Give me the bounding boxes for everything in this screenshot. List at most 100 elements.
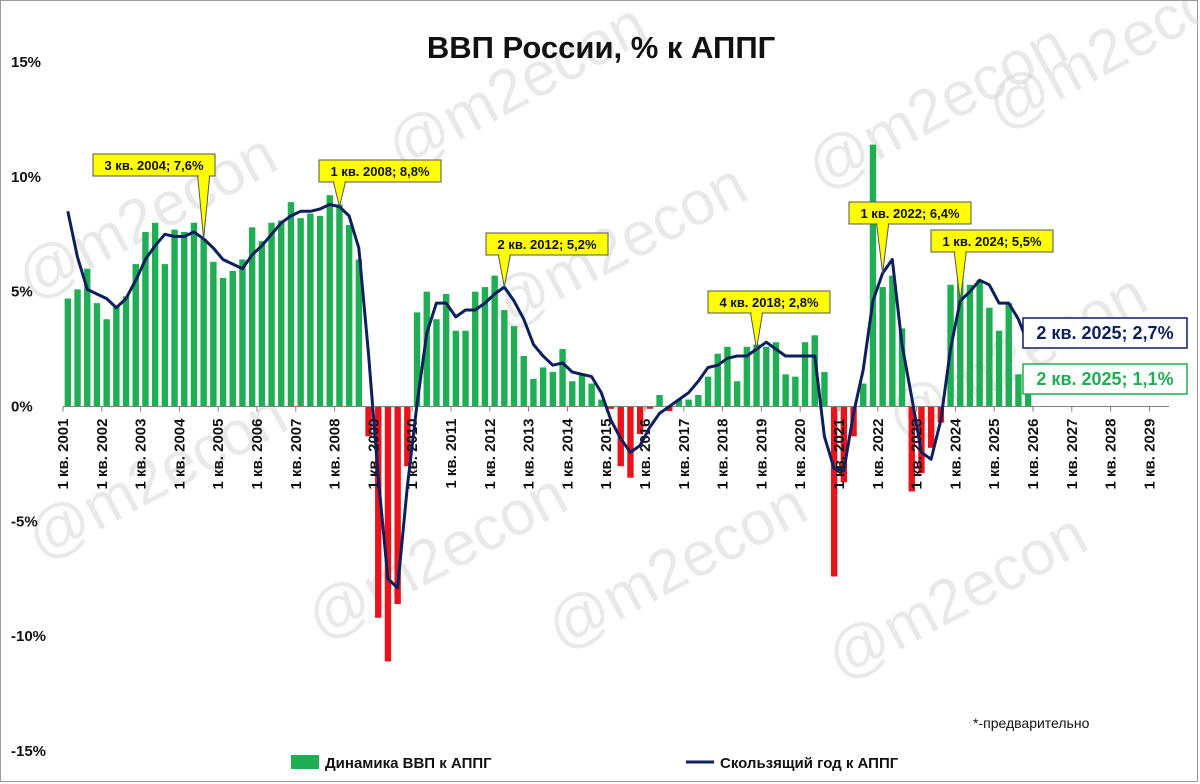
gdp-bar <box>113 305 120 407</box>
gdp-bar <box>821 372 828 407</box>
y-axis: 15% 10% 5% 0% -5% -10% -15% <box>11 54 46 760</box>
gdp-bar <box>957 264 964 407</box>
x-tick-label: 1 кв. 2008 <box>327 419 344 490</box>
x-tick-label: 1 кв. 2012 <box>482 419 499 490</box>
x-tick-label: 1 кв. 2015 <box>598 419 615 490</box>
final-label: 2 кв. 2025; 1,1% <box>1022 363 1188 395</box>
gdp-bar <box>287 202 295 407</box>
gdp-bar <box>132 264 139 407</box>
gdp-bar <box>413 312 421 407</box>
gdp-bar <box>316 215 324 407</box>
gdp-bar <box>423 291 430 407</box>
gdp-bar <box>442 293 450 407</box>
gdp-bar <box>666 406 673 412</box>
callout-box <box>930 229 1054 253</box>
gdp-bar <box>151 222 159 407</box>
gdp-bar <box>355 259 363 407</box>
gdp-bar <box>64 298 72 407</box>
gdp-bar <box>142 231 149 407</box>
gdp-bar <box>772 342 780 407</box>
callout: 1 кв. 2022; 6,4% <box>848 201 972 274</box>
gdp-bar <box>840 406 848 483</box>
gdp-bar <box>714 353 721 407</box>
x-tick-label: 1 кв. 2002 <box>94 419 111 490</box>
line-series <box>66 202 1030 590</box>
x-tick-label: 1 кв. 2003 <box>133 419 150 490</box>
x-tick-label: 1 кв. 2029 <box>1141 419 1158 490</box>
gdp-bar <box>675 399 683 407</box>
gdp-bar <box>171 229 178 407</box>
x-tick-label: 1 кв. 2025 <box>986 418 1003 489</box>
callout-box <box>707 290 831 314</box>
callout-pointer <box>332 181 347 207</box>
gdp-bar <box>898 328 906 407</box>
callout-label: 2 кв. 2012; 5,2% <box>497 237 596 252</box>
gdp-bar <box>122 296 130 407</box>
rolling-year-line <box>66 202 1030 590</box>
gdp-bar <box>200 238 207 407</box>
x-tick-label: 1 кв. 2026 <box>1025 419 1042 490</box>
y-tick-label: -10% <box>11 628 46 645</box>
gdp-bar <box>239 259 246 407</box>
final-label: 2 кв. 2025; 2,7% <box>1022 317 1188 349</box>
x-tick-label: 1 кв. 2022 <box>870 419 887 490</box>
gdp-bar <box>248 227 256 407</box>
gdp-bar <box>801 342 809 407</box>
gdp-bar <box>976 280 983 407</box>
y-tick-label: 10% <box>11 169 41 186</box>
gdp-bar <box>462 330 469 407</box>
gdp-bar <box>210 261 217 407</box>
x-tick-label: 1 кв. 2019 <box>753 419 770 490</box>
gdp-bar <box>656 395 663 407</box>
gdp-bar <box>84 268 91 407</box>
gdp-bar <box>636 406 644 435</box>
gdp-bar <box>908 406 915 492</box>
gdp-bar <box>481 287 489 407</box>
gdp-bar <box>326 195 333 407</box>
x-tick-label: 1 кв. 2001 <box>55 419 72 490</box>
gdp-bar <box>433 319 440 407</box>
callout-label: 4 кв. 2018; 2,8% <box>719 295 818 310</box>
gdp-bar <box>181 231 188 407</box>
callouts: 3 кв. 2004; 7,6% 1 кв. 2008; 8,8% 2 кв. 20… <box>92 153 1054 350</box>
gdp-bar <box>869 144 877 407</box>
legend-label-line: Скользящий год к АППГ <box>720 755 899 772</box>
gdp-bar <box>782 374 789 407</box>
watermark-text: @m2econ <box>375 1 658 183</box>
final-label-text: 2 кв. 2025; 2,7% <box>1036 323 1173 343</box>
gdp-bar <box>268 222 275 407</box>
callout-label: 1 кв. 2022; 6,4% <box>860 206 959 221</box>
gdp-bar <box>219 277 227 407</box>
gdp-bar <box>569 381 576 407</box>
x-tick-label: 1 кв. 2013 <box>521 419 538 490</box>
gdp-bar <box>607 406 615 409</box>
gdp-bar <box>927 406 935 448</box>
gdp-bar <box>1015 374 1022 407</box>
gdp-bar <box>811 335 818 407</box>
callout-label: 1 кв. 2024; 5,5% <box>942 234 1041 249</box>
gdp-bar <box>695 395 702 407</box>
gdp-bar <box>559 349 566 407</box>
gdp-bar <box>103 319 110 407</box>
callout: 3 кв. 2004; 7,6% <box>92 153 216 239</box>
x-tick-label: 1 кв. 2028 <box>1103 419 1120 490</box>
gdp-bar <box>510 326 518 407</box>
gdp-bar <box>704 376 712 407</box>
gdp-bar <box>278 220 285 407</box>
callout-label: 1 кв. 2008; 8,8% <box>330 164 429 179</box>
gdp-bar <box>860 383 867 407</box>
y-tick-label: -5% <box>11 513 38 530</box>
y-tick-label: 0% <box>11 399 33 416</box>
gdp-bar <box>578 374 586 407</box>
gdp-bar <box>918 406 925 474</box>
callout: 2 кв. 2012; 5,2% <box>485 232 609 288</box>
x-tick-label: 1 кв. 2023 <box>909 419 926 490</box>
gdp-bar <box>501 310 508 407</box>
gdp-bar <box>743 346 751 407</box>
x-tick-label: 1 кв. 2007 <box>288 419 305 490</box>
final-label-text: 2 кв. 2025; 1,1% <box>1036 369 1173 389</box>
watermark-text: @m2econ <box>975 1 1199 143</box>
gdp-bar <box>491 275 498 407</box>
